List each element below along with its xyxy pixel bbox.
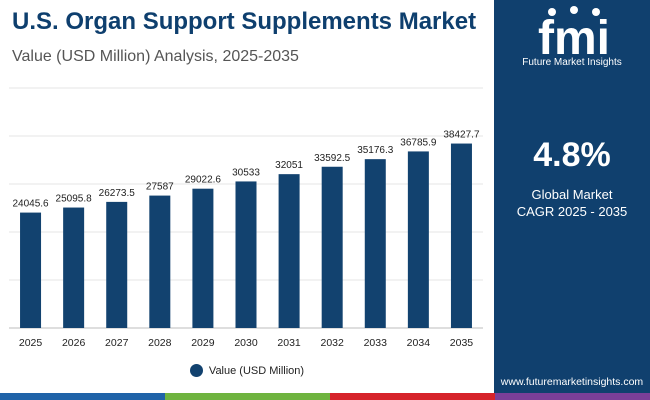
data-label-2030: 30533	[232, 167, 260, 178]
cagr-label-line1: Global Market	[531, 187, 613, 202]
x-tick-2034: 2034	[407, 337, 431, 349]
bar-2028	[149, 195, 171, 328]
data-label-2028: 27587	[146, 182, 174, 193]
cagr-label-line2: CAGR 2025 - 2035	[516, 204, 628, 219]
footer-segment-red	[330, 393, 495, 400]
data-label-2027: 26273.5	[99, 188, 136, 199]
x-tick-2027: 2027	[105, 337, 129, 349]
cagr-label: Global Market CAGR 2025 - 2035	[494, 186, 650, 220]
bar-2027	[106, 201, 128, 328]
bar-2032	[321, 166, 343, 328]
chart-title: U.S. Organ Support Supplements Market	[12, 8, 477, 35]
x-tick-2025: 2025	[19, 337, 43, 349]
legend-label: Value (USD Million)	[208, 364, 305, 377]
logo-text: fmi	[538, 12, 610, 65]
x-tick-2030: 2030	[234, 337, 258, 349]
footer-segment-green	[165, 393, 330, 400]
x-tick-2035: 2035	[450, 337, 474, 349]
legend: Value (USD Million)	[0, 364, 494, 377]
bar-2035	[450, 143, 472, 328]
bar-2029	[192, 188, 214, 328]
logo-icon-dot-1	[548, 8, 556, 16]
x-tick-2032: 2032	[321, 337, 345, 349]
data-label-2034: 36785.9	[400, 137, 437, 148]
legend-swatch	[189, 364, 203, 377]
data-label-2029: 29022.6	[185, 175, 222, 186]
logo-subtext: Future Market Insights	[522, 57, 622, 68]
bar-2030	[235, 181, 257, 328]
x-tick-2031: 2031	[277, 337, 301, 349]
footer-segment-purple	[495, 393, 650, 400]
data-labels: 24045.6 25095.8 26273.5 27587 29022.6 30533 32…	[12, 130, 479, 210]
logo-icon-dot-3	[592, 8, 600, 16]
bar-2026	[63, 207, 85, 328]
bar-2025	[20, 212, 42, 328]
x-tick-labels: 2025 2026 2027 2028 2029 2030 2031 2032 2033 2034…	[19, 337, 473, 349]
footer-segment-blue	[0, 393, 165, 400]
chart-area: 24045.6 25095.8 26273.5 27587 29022.6 30533 32…	[0, 80, 494, 380]
bar-2031	[278, 174, 300, 328]
bar-chart: 24045.6 25095.8 26273.5 27587 29022.6 30533 32…	[9, 87, 483, 349]
footer-color-bar	[0, 393, 650, 400]
x-tick-2033: 2033	[364, 337, 388, 349]
x-tick-2028: 2028	[148, 337, 172, 349]
data-label-2031: 32051	[275, 160, 303, 171]
fmi-logo: fmi	[538, 6, 610, 65]
data-label-2026: 25095.8	[56, 194, 93, 205]
sidebar-panel: fmi Future Market Insights 4.8% Global M…	[494, 0, 650, 393]
x-tick-2029: 2029	[191, 337, 215, 349]
data-label-2032: 33592.5	[314, 153, 351, 164]
website-link[interactable]: www.futuremarketinsights.com	[500, 376, 644, 388]
bars	[20, 143, 472, 328]
bar-2033	[364, 159, 386, 328]
cagr-value: 4.8%	[533, 136, 611, 174]
data-label-2025: 24045.6	[12, 199, 49, 210]
data-label-2035: 38427.7	[443, 130, 480, 141]
bar-2034	[407, 151, 429, 328]
logo-icon-dot-2	[570, 6, 578, 14]
chart-subtitle: Value (USD Million) Analysis, 2025-2035	[12, 48, 299, 65]
x-tick-2026: 2026	[62, 337, 86, 349]
data-label-2033: 35176.3	[357, 145, 394, 156]
